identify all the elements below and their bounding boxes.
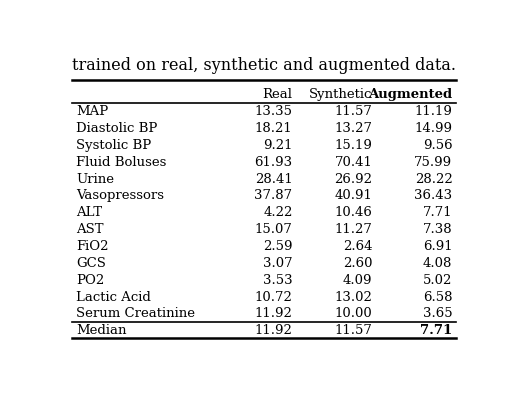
- Text: 14.99: 14.99: [414, 122, 453, 135]
- Text: 36.43: 36.43: [414, 189, 453, 203]
- Text: 3.07: 3.07: [263, 257, 293, 270]
- Text: 4.09: 4.09: [343, 274, 373, 287]
- Text: 13.27: 13.27: [334, 122, 373, 135]
- Text: PO2: PO2: [76, 274, 105, 287]
- Text: Synthetic: Synthetic: [309, 88, 373, 101]
- Text: Real: Real: [263, 88, 293, 101]
- Text: Median: Median: [76, 324, 127, 338]
- Text: 18.21: 18.21: [255, 122, 293, 135]
- Text: 37.87: 37.87: [254, 189, 293, 203]
- Text: 61.93: 61.93: [254, 156, 293, 169]
- Text: 11.92: 11.92: [254, 324, 293, 338]
- Text: 10.46: 10.46: [334, 206, 373, 219]
- Text: 11.19: 11.19: [414, 105, 453, 118]
- Text: GCS: GCS: [76, 257, 106, 270]
- Text: 40.91: 40.91: [334, 189, 373, 203]
- Text: 4.22: 4.22: [263, 206, 293, 219]
- Text: 28.22: 28.22: [415, 173, 453, 185]
- Text: 26.92: 26.92: [334, 173, 373, 185]
- Text: 2.60: 2.60: [343, 257, 373, 270]
- Text: 2.59: 2.59: [263, 240, 293, 253]
- Text: trained on real, synthetic and augmented data.: trained on real, synthetic and augmented…: [72, 57, 457, 74]
- Text: Systolic BP: Systolic BP: [76, 139, 152, 152]
- Text: 15.07: 15.07: [254, 223, 293, 236]
- Text: 10.72: 10.72: [254, 291, 293, 304]
- Text: Diastolic BP: Diastolic BP: [76, 122, 158, 135]
- Text: 7.71: 7.71: [420, 324, 453, 338]
- Text: Lactic Acid: Lactic Acid: [76, 291, 151, 304]
- Text: 7.38: 7.38: [423, 223, 453, 236]
- Text: FiO2: FiO2: [76, 240, 109, 253]
- Text: 6.58: 6.58: [423, 291, 453, 304]
- Text: 28.41: 28.41: [255, 173, 293, 185]
- Text: 11.57: 11.57: [334, 324, 373, 338]
- Text: Augmented: Augmented: [368, 88, 453, 101]
- Text: 10.00: 10.00: [335, 308, 373, 320]
- Text: 3.53: 3.53: [263, 274, 293, 287]
- Text: 4.08: 4.08: [423, 257, 453, 270]
- Text: AST: AST: [76, 223, 104, 236]
- Text: 9.56: 9.56: [423, 139, 453, 152]
- Text: MAP: MAP: [76, 105, 109, 118]
- Text: Serum Creatinine: Serum Creatinine: [76, 308, 196, 320]
- Text: 70.41: 70.41: [334, 156, 373, 169]
- Text: 5.02: 5.02: [423, 274, 453, 287]
- Text: 13.02: 13.02: [334, 291, 373, 304]
- Text: 3.65: 3.65: [423, 308, 453, 320]
- Text: 13.35: 13.35: [254, 105, 293, 118]
- Text: 6.91: 6.91: [423, 240, 453, 253]
- Text: 11.92: 11.92: [254, 308, 293, 320]
- Text: 7.71: 7.71: [423, 206, 453, 219]
- Text: 75.99: 75.99: [414, 156, 453, 169]
- Text: Fluid Boluses: Fluid Boluses: [76, 156, 167, 169]
- Text: Vasopressors: Vasopressors: [76, 189, 165, 203]
- Text: 11.27: 11.27: [334, 223, 373, 236]
- Text: 2.64: 2.64: [343, 240, 373, 253]
- Text: 11.57: 11.57: [334, 105, 373, 118]
- Text: Urine: Urine: [76, 173, 115, 185]
- Text: 15.19: 15.19: [334, 139, 373, 152]
- Text: 9.21: 9.21: [263, 139, 293, 152]
- Text: ALT: ALT: [76, 206, 103, 219]
